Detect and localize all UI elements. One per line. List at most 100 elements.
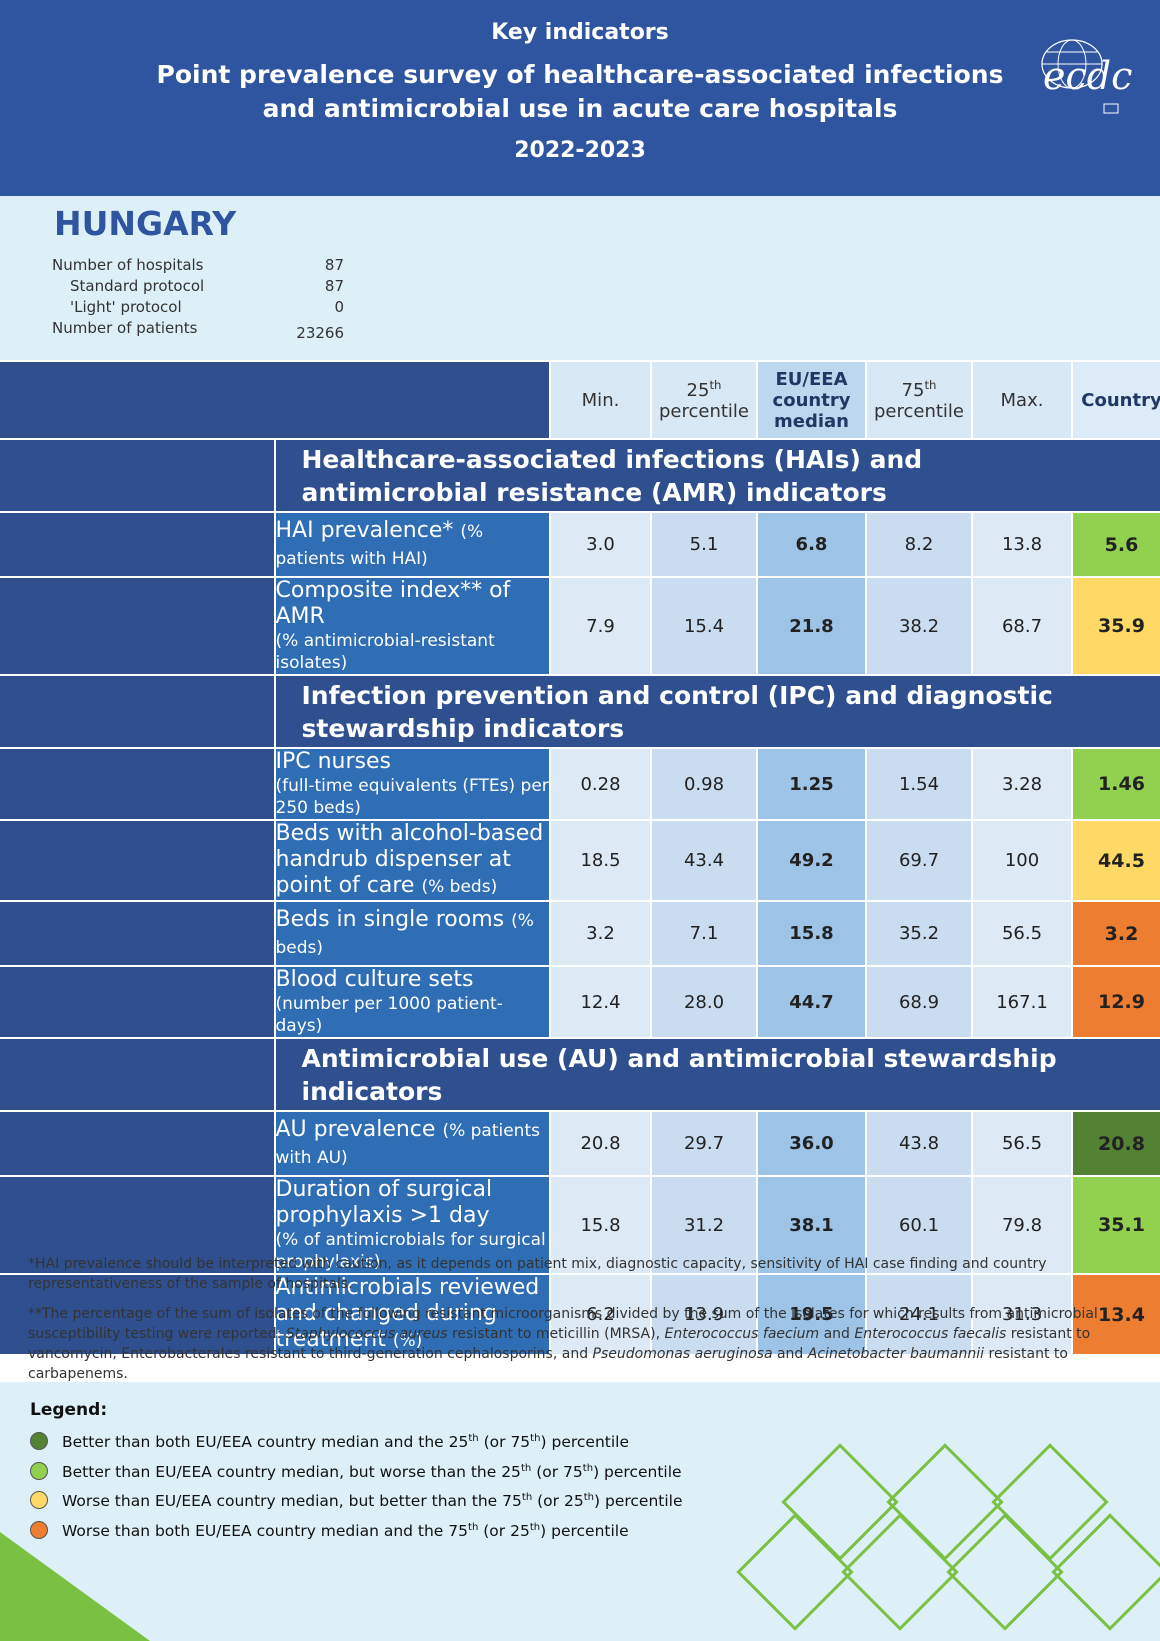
stat-label: 'Light' protocol [70,298,182,316]
species-name: Acinetobacter baumannii [807,1346,985,1362]
row-label: Beds in single rooms [275,906,505,932]
value-cell: 0.28 [551,749,650,819]
data-row: Duration of surgical prophylaxis >1 day … [0,1177,1160,1273]
decoration [0,1443,1160,1641]
column-label: Max. [1000,389,1044,411]
value-cell: 15.8 [551,1177,650,1273]
row-icon [0,513,274,576]
value-cell: 15.8 [758,902,865,965]
section-title-cell: Healthcare-associated infections (HAIs) … [275,440,1160,511]
legend-item: Better than both EU/EEA country median a… [30,1432,629,1451]
value-cell: 7.1 [652,902,756,965]
value-cell: 28.0 [652,967,756,1037]
value-cell: 8.2 [867,513,971,576]
value-cell: 7.9 [551,578,650,674]
legend-text: (or 75 [478,1433,531,1451]
value-cell: 44.5 [1073,821,1160,900]
footnotes: *HAI prevalence should be interpreted wi… [28,1254,1140,1394]
value-cell: 19.5 [758,1275,865,1354]
legend-swatch [30,1491,48,1509]
legend-swatch [30,1520,48,1539]
column-header: EU/EEA country median [758,362,865,438]
row-icon [0,749,274,819]
legend-text: th [529,1521,541,1533]
value-cell: 167.1 [973,967,1071,1037]
value-cell: 1.46 [1073,749,1160,819]
legend-text: th [468,1521,479,1533]
value-cell: 29.7 [652,1112,756,1175]
value-cell: 20.8 [1073,1112,1160,1175]
row-note: (full-time equivalents (FTEs) per 250 be… [275,776,549,818]
legend-text: th [520,1462,532,1474]
value-cell: 12.9 [1073,967,1160,1037]
value-cell: 56.5 [973,902,1071,965]
row-label-cell: Duration of surgical prophylaxis >1 day … [275,1177,549,1273]
indicator-table: Min. 25th percentile EU/EEA country median 7… [0,360,1160,1356]
stat-row: 'Light' protocol 0 [52,298,344,316]
footnote-text: resistant to carbapenems. [28,1346,1068,1382]
stat-label: Number of hospitals [52,256,204,274]
species-name: Pseudomonas aeruginosa [592,1346,773,1362]
value-cell: 43.8 [867,1112,971,1175]
section-title: Healthcare-associated infections (HAIs) … [301,444,923,507]
value-cell: 69.7 [867,821,971,900]
column-label: percentile [873,401,965,422]
legend-swatch [30,1432,48,1450]
row-note: (number per 1000 patient-days) [275,994,503,1036]
row-note: (%) [392,1331,423,1351]
data-row: AU prevalence (% patients with AU) 20.8 29… [0,1112,1160,1175]
row-label: Composite index** of AMR [275,578,511,629]
section-row: Infection prevention and control (IPC) a… [0,676,1160,747]
legend-text: th [583,1491,595,1503]
header: Key indicators Point prevalence survey o… [0,0,1160,196]
column-header: Country [1073,362,1160,438]
value-cell: 3.28 [973,749,1071,819]
header-row: Min. 25th percentile EU/EEA country median 7… [0,362,1160,438]
legend-text: th [582,1462,594,1474]
value-cell: 36.0 [758,1112,865,1175]
value-cell: 24.1 [867,1275,971,1354]
column-label: Country [1081,389,1160,411]
row-icon [0,902,274,965]
data-row: Composite index** of AMR (% antimicrobia… [0,578,1160,674]
column-suffix: th [924,378,937,392]
value-cell: 56.5 [973,1112,1071,1175]
row-label: HAI prevalence* [275,517,454,543]
footnote-text: and [819,1326,855,1342]
value-cell: 60.1 [867,1177,971,1273]
legend-item: Worse than both EU/EEA country median an… [30,1520,629,1540]
legend-text: th [530,1432,541,1444]
value-cell: 49.2 [758,821,865,900]
value-cell: 12.4 [551,967,650,1037]
column-suffix: th [709,378,722,392]
data-row: IPC nurses (full-time equivalents (FTEs)… [0,749,1160,819]
value-cell: 15.4 [652,578,756,674]
column-header: Max. [973,362,1071,438]
row-note: (% beds) [275,910,534,958]
value-cell: 35.9 [1073,578,1160,674]
stat-value: 0 [334,298,344,316]
legend-text: th [468,1432,479,1444]
value-cell: 13.8 [973,513,1071,576]
header-blank [0,362,549,438]
legend-swatch [30,1461,48,1480]
value-cell: 6.8 [758,513,865,576]
legend-text: (or 75 [531,1462,583,1481]
row-label: IPC nurses [275,749,392,774]
title-line: Point prevalence survey of healthcare-as… [156,60,1004,89]
period: 2022-2023 [514,138,646,163]
legend-text: Worse than EU/EEA country median, but be… [62,1492,522,1510]
stat-row: Number of hospitals 87 [52,256,344,274]
section-icon [0,1039,274,1110]
species-name: Staphylococcus aureus [285,1326,448,1342]
footnote-text: resistant to vancomycin, Enterobacterale… [28,1326,1091,1362]
stat-value: 87 [324,256,344,274]
section-title-cell: Infection prevention and control (IPC) a… [275,676,1160,747]
legend-title: Legend: [30,1400,108,1420]
legend-text: ) percentile [540,1521,629,1540]
header-label: Key indicators [491,20,669,45]
section-row: Healthcare-associated infections (HAIs) … [0,440,1160,511]
row-label: AU prevalence [275,1116,436,1142]
row-icon [0,578,274,674]
